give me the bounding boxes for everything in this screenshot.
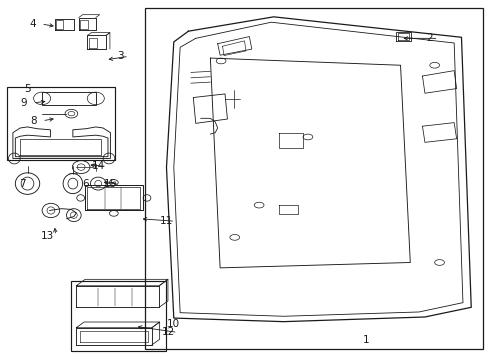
Text: 2: 2 <box>426 33 432 43</box>
Text: 15: 15 <box>103 179 117 189</box>
Bar <box>144 8 483 348</box>
Text: 4: 4 <box>29 19 36 29</box>
Text: 13: 13 <box>41 231 54 240</box>
Text: 3: 3 <box>117 51 123 61</box>
Text: 1: 1 <box>363 334 369 345</box>
Text: 5: 5 <box>24 84 31 94</box>
Text: 8: 8 <box>30 116 37 126</box>
Text: 7: 7 <box>20 179 26 189</box>
Text: 6: 6 <box>82 179 89 189</box>
Bar <box>71 282 166 351</box>
Text: 12: 12 <box>162 327 175 337</box>
Bar <box>42 92 96 105</box>
Bar <box>6 87 115 160</box>
Text: 10: 10 <box>167 319 180 329</box>
Text: 9: 9 <box>21 98 27 108</box>
Text: 11: 11 <box>160 216 173 226</box>
Text: 14: 14 <box>91 161 104 171</box>
